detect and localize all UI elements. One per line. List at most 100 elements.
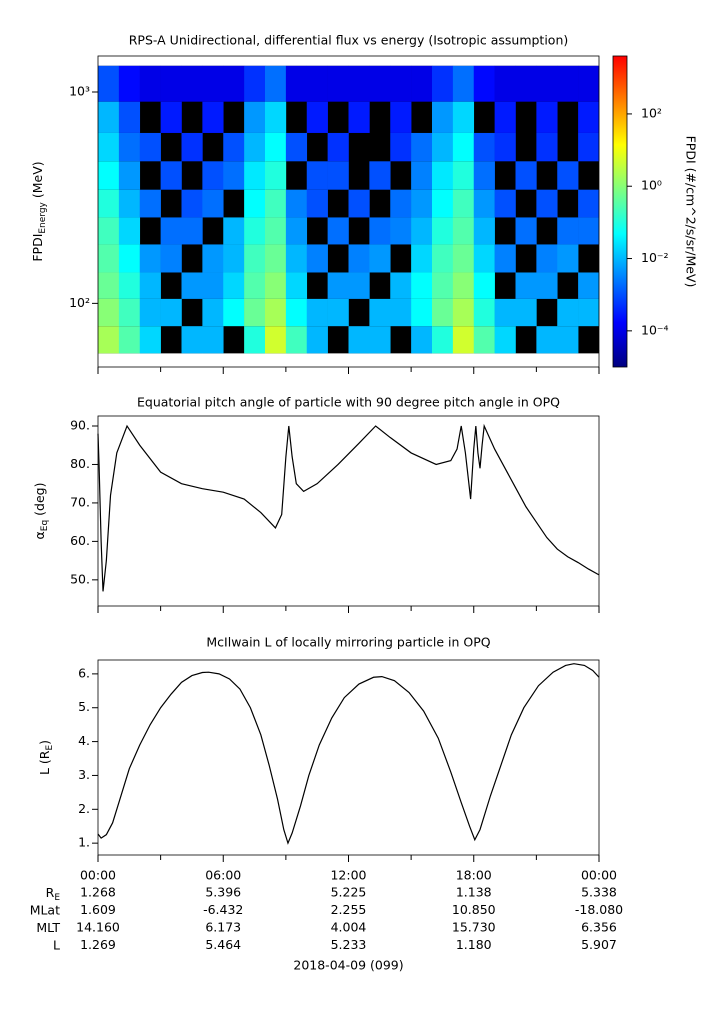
heatmap-cell [265,189,287,218]
heatmap-cell [536,272,558,299]
heatmap-cell [181,326,203,354]
heatmap-cell [118,244,141,273]
heatmap-cell [265,161,287,190]
ephemeris-row-label: MLT [36,920,60,935]
ephemeris-value: -6.432 [203,902,243,917]
ephemeris-value: 1.269 [80,937,116,952]
heatmap-cell [494,244,516,273]
heatmap-cell [578,189,600,218]
heatmap-cell [390,101,412,133]
ephemeris-value: 1.268 [80,885,116,900]
heatmap-cell [432,272,454,299]
y-tick-label: 4. [78,733,90,748]
heatmap-cell [515,161,537,190]
colorbar-tick-label: 10⁻⁴ [641,322,669,337]
ephemeris-value: 5.338 [581,885,617,900]
heatmap-cell [390,217,412,245]
heatmap-cell [223,298,245,327]
heatmap-cell [306,161,328,190]
x-tick-label: 12:00 [330,868,366,883]
heatmap-cell [390,65,412,102]
heatmap-cell [223,132,245,162]
heatmap-cell [494,326,516,354]
y-axis-label-part: L (R [37,750,52,775]
heatmap-cell [452,132,475,162]
heatmap-cell [327,65,349,102]
heatmap-cell [369,326,391,354]
heatmap-cell [118,132,141,162]
heatmap-cell [118,65,141,102]
y-tick-label: 50. [70,571,90,586]
y-axis-label-part: Energy [38,201,48,233]
heatmap-cell [432,65,454,102]
heatmap-cell [452,326,475,354]
heatmap-cell [536,132,558,162]
ephemeris-value: 5.907 [581,937,617,952]
y-axis-label-part: FPDI [30,234,45,262]
heatmap-cell [515,65,537,102]
heatmap-cell [118,161,141,190]
heatmap-cell [411,132,433,162]
heatmap-cell [411,189,433,218]
heatmap-cell [181,189,203,218]
heatmap-cell [578,298,600,327]
ephemeris-row-label-part: MLat [30,902,60,917]
heatmap-cell [473,132,495,162]
heatmap-cell [369,217,391,245]
heatmap-cell [306,101,328,133]
heatmap-cell [139,298,161,327]
heatmap-cell [285,217,308,245]
heatmap-cell [473,244,495,273]
x-tick-label: 18:00 [456,868,492,883]
heatmap-cell [432,244,454,273]
x-tick-label: 00:00 [581,868,617,883]
x-axis-label: 2018-04-09 (099) [293,958,403,973]
heatmap-cell [452,217,475,245]
heatmap-cell [202,161,224,190]
heatmap-cell [285,272,308,299]
heatmap-cell [432,161,454,190]
heatmap-cell [452,101,475,133]
heatmap-cell [118,326,141,354]
heatmap-cell [202,272,224,299]
heatmap-cell [98,272,120,299]
heatmap-cell [327,272,349,299]
ephemeris-row-label: L [53,937,60,952]
heatmap-cell [578,132,600,162]
heatmap-cell [494,132,516,162]
plot-frame [97,415,600,607]
plot-frame [97,659,600,856]
heatmap-cell [578,272,600,299]
heatmap-cell [139,326,161,354]
heatmap-cell [306,189,328,218]
colorbar-tick-label: 10⁻² [641,250,669,265]
heatmap-cell [390,298,412,327]
y-axis-label-part: ) [37,740,52,745]
heatmap-cell [473,298,495,327]
heatmap-cell [223,161,245,190]
heatmap-cell [202,244,224,273]
heatmap-cell [285,189,308,218]
heatmap-cell [285,298,308,327]
heatmap-cell [348,272,370,299]
y-tick-label: 70. [70,494,90,509]
heatmap-cell [244,132,266,162]
heatmap-cell [181,65,203,102]
heatmap-cell [202,298,224,327]
heatmap-cell [432,101,454,133]
ephemeris-value: 10.850 [452,902,496,917]
ephemeris-value: 1.138 [456,885,492,900]
heatmap-cell [202,189,224,218]
y-tick-label: 10³ [69,83,90,98]
heatmap-cell [369,244,391,273]
heatmap-cell [223,244,245,273]
y-tick-label: 90. [70,418,90,433]
heatmap-cell [265,244,287,273]
colorbar [612,55,628,368]
y-axis-label-part: E [45,745,55,751]
heatmap-cell [98,326,120,354]
y-axis-label-part: α [32,531,47,539]
heatmap-cell [285,132,308,162]
heatmap-cell [244,272,266,299]
heatmap-cell [118,298,141,327]
